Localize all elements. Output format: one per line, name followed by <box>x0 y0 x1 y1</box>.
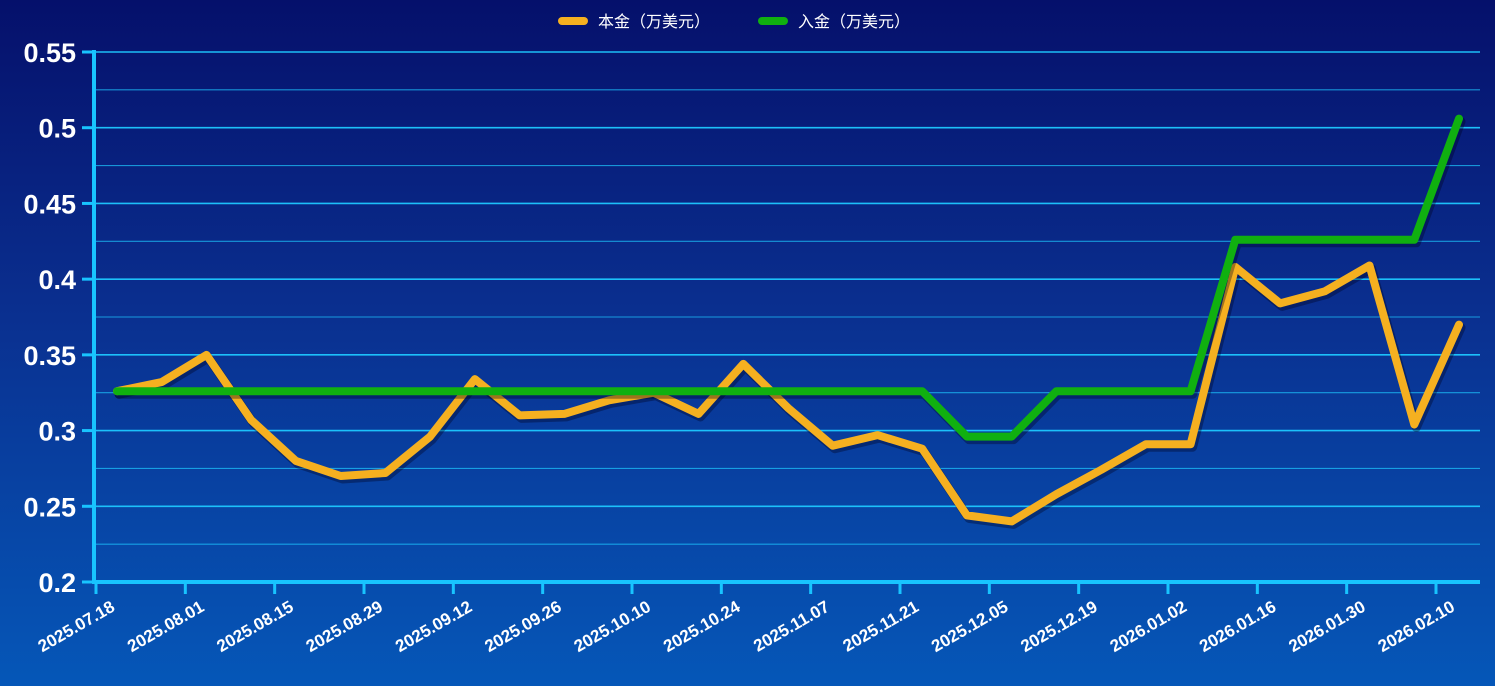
x-tick-label: 2026.01.16 <box>1196 597 1279 656</box>
x-tick-label: 2025.12.05 <box>928 597 1011 656</box>
x-tick-label: 2025.08.15 <box>213 597 296 656</box>
grid <box>96 51 1480 583</box>
x-tick-label: 2026.01.30 <box>1285 597 1368 656</box>
x-tick-label: 2025.08.29 <box>303 597 386 656</box>
x-tick-label: 2026.01.02 <box>1107 597 1190 656</box>
legend-label-deposit[interactable]: 入金（万美元） <box>798 12 910 31</box>
y-tick-label: 0.35 <box>23 341 76 371</box>
x-tick-label: 2025.09.12 <box>392 597 475 656</box>
x-tick-label: 2025.09.26 <box>481 597 564 656</box>
y-tick-label: 0.3 <box>38 417 76 447</box>
legend-label-principal[interactable]: 本金（万美元） <box>598 12 710 31</box>
x-tick-label: 2025.11.21 <box>840 597 922 656</box>
x-tick-label: 2025.07.18 <box>35 597 118 656</box>
legend: 本金（万美元） 入金（万美元） <box>558 12 910 31</box>
axes <box>92 50 1480 584</box>
x-axis-ticks: 2025.07.18 2025.08.01 2025.08.15 2025.08.29… <box>35 582 1458 656</box>
x-tick-label: 2025.08.01 <box>124 597 207 656</box>
x-tick-label: 2025.10.10 <box>571 597 654 656</box>
series-group <box>113 114 1466 529</box>
y-tick-label: 0.5 <box>38 114 76 144</box>
x-tick-label: 2025.11.07 <box>750 597 832 656</box>
x-tick-label: 2025.12.19 <box>1017 597 1100 656</box>
y-tick-label: 0.55 <box>23 38 76 68</box>
y-axis-ticks: 0.2 0.25 0.3 0.35 0.4 0.45 0.5 0.55 <box>23 38 94 598</box>
series-line-deposit[interactable] <box>113 114 1463 441</box>
y-tick-label: 0.45 <box>23 189 76 219</box>
y-tick-label: 0.25 <box>23 492 76 522</box>
x-tick-label: 2025.10.24 <box>660 597 744 656</box>
y-tick-label: 0.2 <box>38 568 76 598</box>
x-tick-label: 2026.02.10 <box>1375 597 1458 656</box>
y-tick-label: 0.4 <box>38 265 76 295</box>
series-line-principal[interactable] <box>113 261 1463 526</box>
